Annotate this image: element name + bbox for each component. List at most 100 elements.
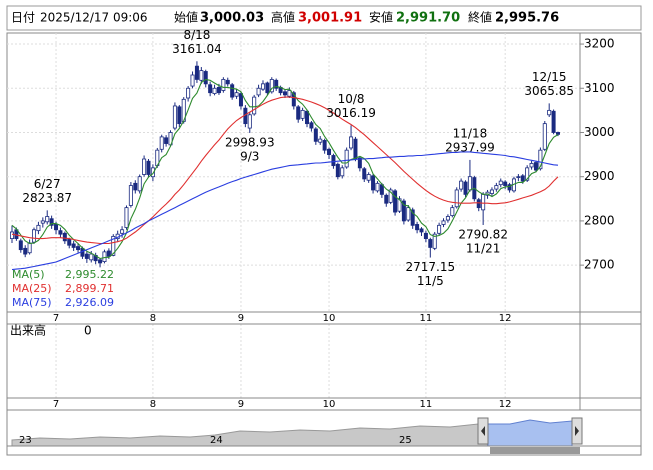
x-tick-label: 9	[238, 399, 244, 410]
candle-body	[415, 224, 420, 231]
candle-body	[49, 218, 54, 226]
ma-line	[11, 78, 559, 260]
legend-bg	[10, 269, 118, 282]
candle-body	[309, 122, 314, 129]
candle-body	[454, 189, 459, 208]
legend-bg	[10, 283, 118, 296]
candle-body	[142, 158, 147, 175]
candle-body	[322, 140, 327, 151]
volume-label: 出来高	[10, 323, 46, 338]
candle-body	[344, 149, 349, 168]
x-tick-label: 9	[238, 313, 244, 324]
candle-body	[159, 136, 164, 150]
legend-name: MA(5)	[12, 268, 45, 281]
candle-body	[177, 106, 182, 125]
candle-body	[340, 167, 345, 177]
navigator-selection[interactable]	[487, 419, 573, 447]
x-tick-label: 8	[150, 313, 156, 324]
candle-body	[327, 148, 332, 155]
volume-tick-label: 0	[84, 324, 92, 338]
candle-body	[366, 174, 371, 181]
legend-bg	[10, 297, 118, 310]
candle-body	[393, 190, 398, 213]
y-tick-label: 2900	[584, 169, 615, 183]
candle-body	[208, 84, 213, 94]
candle-body	[58, 230, 63, 235]
candle-body	[401, 200, 406, 222]
header-box	[6, 5, 642, 31]
annotation-value: 3161.04	[172, 42, 222, 56]
navigator-label: 25	[399, 435, 412, 446]
candle-body	[238, 93, 243, 107]
candle-body	[419, 228, 424, 233]
close: 2,995.76	[495, 11, 559, 26]
candle-body	[318, 138, 323, 143]
candle-body	[450, 207, 455, 217]
x-tick-label: 8	[150, 399, 156, 410]
candle-body	[291, 92, 296, 107]
candle-body	[305, 110, 310, 125]
y-tick-label: 3000	[584, 125, 615, 139]
annotation-value: 2823.87	[22, 191, 72, 205]
candle-body	[36, 224, 41, 232]
candle-body	[375, 182, 380, 192]
candle-body	[542, 123, 547, 150]
candle-body	[556, 132, 561, 135]
navigator-label: 24	[210, 435, 223, 446]
scrollbar[interactable]	[490, 447, 580, 454]
annotation-value: 2937.99	[445, 140, 495, 154]
annotation-date: 11/18	[453, 126, 488, 140]
candle-body	[256, 87, 261, 96]
annotation-date: 8/18	[183, 28, 210, 42]
handle-arrow	[575, 426, 579, 436]
low: 2,991.70	[396, 11, 460, 26]
candle-body	[463, 181, 468, 195]
legend-name: MA(25)	[12, 282, 52, 295]
candle-body	[260, 83, 265, 90]
candle-body	[476, 199, 481, 209]
candle-body	[164, 137, 169, 144]
x-tick-label: 10	[323, 399, 336, 410]
x-tick-label: 7	[53, 313, 59, 324]
annotation-value: 3016.19	[326, 106, 376, 120]
grid	[7, 33, 580, 398]
navigator-area	[11, 423, 489, 447]
handle-arrow	[481, 426, 485, 436]
candle-body	[133, 182, 138, 191]
ma-line	[11, 151, 559, 271]
candle-body	[45, 216, 50, 223]
candle-body	[27, 242, 32, 254]
candle-body	[76, 246, 81, 251]
candle-body	[221, 79, 226, 91]
candle-body	[507, 184, 512, 191]
date-label: 日付	[11, 11, 35, 25]
legend-value: 2,926.09	[65, 296, 114, 309]
open: 3,000.03	[200, 11, 264, 26]
candle-body	[498, 180, 503, 186]
y-tick-label: 3100	[584, 81, 615, 95]
x-tick-label: 12	[499, 313, 512, 324]
candle-body	[357, 157, 362, 169]
candle-body	[437, 224, 442, 234]
candle-body	[199, 70, 204, 81]
candle-body	[384, 194, 389, 204]
candle-body	[40, 220, 45, 224]
y-tick-label: 2800	[584, 213, 615, 227]
candle-body	[481, 193, 486, 211]
candle-body	[190, 74, 195, 87]
candle-body	[23, 247, 28, 255]
candle-body	[120, 229, 125, 234]
candle-body	[216, 86, 221, 94]
navigator-label: 23	[19, 435, 32, 446]
annotation-date: 12/15	[532, 70, 567, 84]
candle-body	[252, 96, 257, 115]
candle-body	[32, 229, 37, 243]
annotation-date: 9/3	[240, 149, 259, 163]
candle-body	[186, 87, 191, 99]
candle-body	[137, 176, 142, 192]
annotation-date: 11/21	[466, 241, 501, 255]
candle-body	[247, 114, 252, 129]
candle-body	[371, 175, 376, 191]
